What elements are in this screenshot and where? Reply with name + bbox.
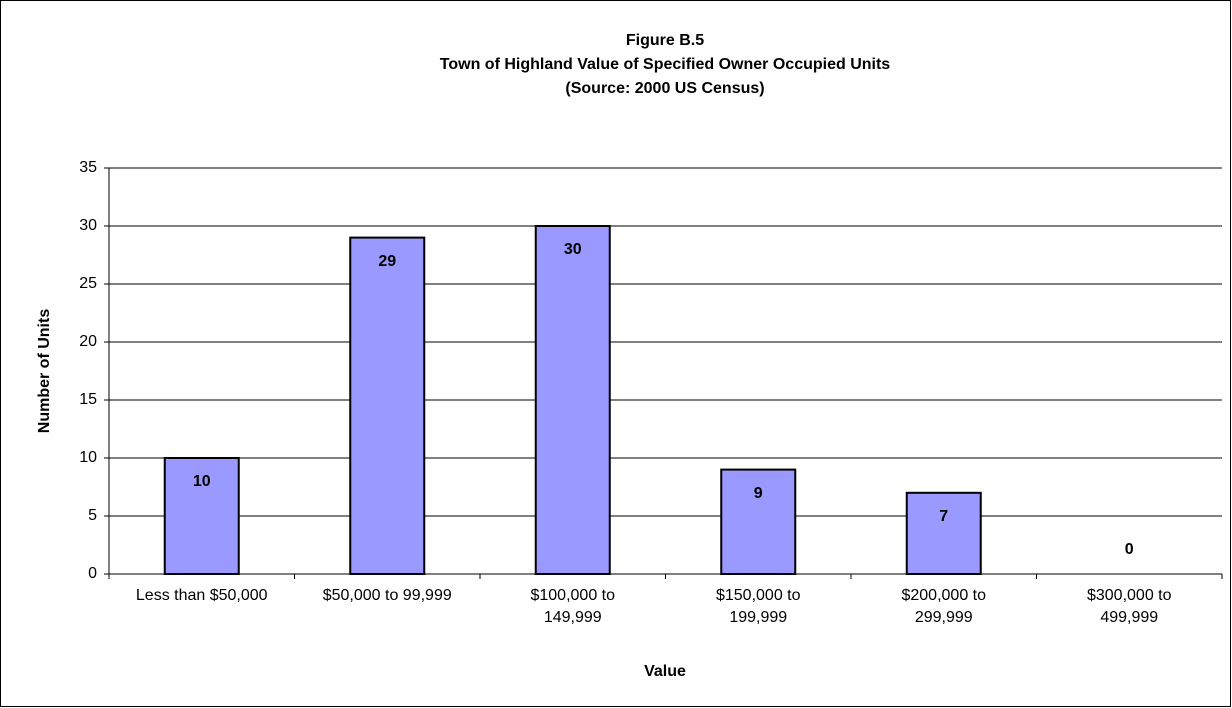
bar xyxy=(905,491,982,575)
x-tick-label: $150,000 to xyxy=(716,587,801,604)
x-tick-label: $50,000 to 99,999 xyxy=(323,587,452,604)
chart-title: Figure B.5 xyxy=(626,32,704,49)
x-tick-label: 499,999 xyxy=(1100,609,1158,626)
y-tick-label: 25 xyxy=(79,275,97,292)
x-tick-label: $200,000 to xyxy=(901,587,986,604)
y-tick-label: 35 xyxy=(79,159,97,176)
data-label: 30 xyxy=(564,241,582,258)
bar xyxy=(349,236,426,575)
bar xyxy=(720,468,797,576)
x-tick-label: 299,999 xyxy=(915,609,973,626)
data-label: 9 xyxy=(754,485,763,502)
y-tick-label: 0 xyxy=(88,565,97,582)
data-label: 0 xyxy=(1125,541,1134,558)
x-tick-label: $100,000 to xyxy=(530,587,615,604)
y-tick-label: 5 xyxy=(88,507,97,524)
data-label: 7 xyxy=(939,508,948,525)
chart-title: Town of Highland Value of Specified Owne… xyxy=(440,56,891,73)
y-tick-label: 30 xyxy=(79,217,97,234)
y-tick-label: 15 xyxy=(79,391,97,408)
y-axis-label: Number of Units xyxy=(36,309,53,434)
x-tick-label: $300,000 to xyxy=(1087,587,1172,604)
bar xyxy=(163,457,240,575)
x-axis-label: Value xyxy=(644,663,686,680)
data-label: 29 xyxy=(378,253,396,270)
data-label: 10 xyxy=(193,473,211,490)
x-tick-label: 149,999 xyxy=(544,609,602,626)
chart-title: (Source: 2000 US Census) xyxy=(565,80,764,97)
x-tick-label: Less than $50,000 xyxy=(136,587,268,604)
y-tick-label: 20 xyxy=(79,333,97,350)
x-tick-label: 199,999 xyxy=(729,609,787,626)
bar xyxy=(534,225,611,575)
y-tick-label: 10 xyxy=(79,449,97,466)
